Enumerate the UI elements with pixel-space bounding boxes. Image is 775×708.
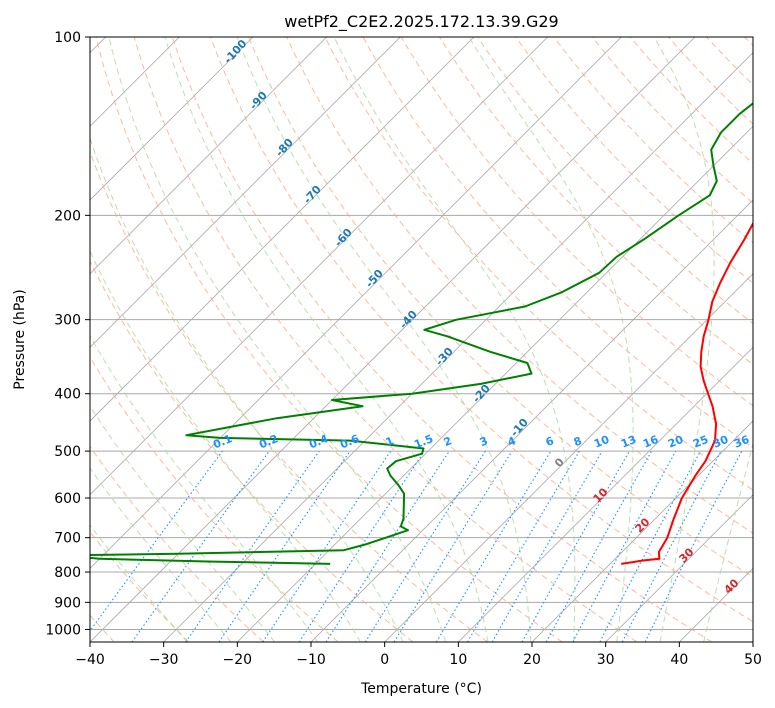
moist-adiabat bbox=[90, 334, 319, 642]
isotherm-line bbox=[163, 52, 753, 642]
moist-adiabat bbox=[90, 467, 232, 642]
mixing-ratio-line bbox=[298, 450, 425, 642]
y-tick-label: 700 bbox=[54, 531, 81, 547]
x-tick-label: 20 bbox=[523, 652, 541, 668]
moist-adiabat bbox=[90, 405, 276, 642]
moist-adiabat bbox=[236, 37, 532, 642]
mixing-ratio-line bbox=[218, 450, 351, 642]
isotherm-line bbox=[90, 37, 622, 569]
x-tick-label: 50 bbox=[744, 652, 762, 668]
plot-area bbox=[90, 37, 753, 642]
temperature-profile-line bbox=[621, 221, 753, 565]
mixing-ratio-line bbox=[185, 450, 320, 642]
y-axis-label: Pressure (hPa) bbox=[12, 289, 28, 389]
moist-adiabat bbox=[108, 37, 447, 642]
dry-adiabat bbox=[248, 37, 753, 578]
y-tick-label: 300 bbox=[54, 313, 81, 329]
dry-adiabat bbox=[515, 37, 753, 284]
moist-adiabat bbox=[90, 136, 404, 642]
mixing-ratio-line bbox=[644, 450, 743, 642]
y-tick-label: 600 bbox=[54, 491, 81, 507]
mixing-ratio-line bbox=[545, 450, 653, 642]
mixing-ratio-label: 2 bbox=[442, 434, 454, 449]
chart-title: wetPf2_C2E2.2025.172.13.39.G29 bbox=[284, 12, 558, 32]
dry-adiabat bbox=[95, 37, 563, 642]
mixing-ratio-line bbox=[131, 450, 270, 642]
mixing-ratio-label: 3 bbox=[478, 434, 490, 449]
mixing-ratio-line bbox=[572, 450, 677, 642]
dry-adiabat bbox=[210, 37, 753, 623]
mixing-ratio-label: 30 bbox=[711, 433, 730, 451]
y-tick-label: 100 bbox=[54, 30, 81, 46]
mixing-ratio-label: 13 bbox=[619, 433, 638, 451]
dry-adiabat bbox=[90, 259, 414, 642]
moist-adiabat bbox=[653, 37, 715, 642]
mixing-ratio-label: 8 bbox=[572, 434, 584, 449]
mixing-ratio-line bbox=[325, 450, 450, 642]
isotherm-line bbox=[458, 346, 753, 642]
y-axis: 100 200 300 400 500 600 700 800 900 1000 bbox=[45, 30, 90, 638]
moist-adiabat bbox=[703, 441, 753, 642]
mixing-ratio-label: 25 bbox=[691, 433, 710, 451]
isotherm-line bbox=[90, 37, 475, 422]
isotherm-line bbox=[605, 494, 753, 642]
mixing-ratio-line bbox=[393, 450, 513, 642]
moist-adiabat bbox=[90, 524, 188, 642]
mixing-ratio-label: 1 bbox=[384, 434, 396, 449]
moist-adiabat bbox=[90, 250, 362, 642]
mixing-ratio-label: 36 bbox=[732, 433, 751, 451]
x-tick-label: −40 bbox=[75, 652, 105, 668]
y-tick-label: 200 bbox=[54, 208, 81, 224]
dry-adiabat bbox=[90, 356, 339, 642]
isotherm-line bbox=[237, 125, 753, 642]
x-tick-label: −10 bbox=[296, 652, 326, 668]
mixing-ratio-label: 20 bbox=[666, 433, 685, 451]
mixing-ratio-line bbox=[262, 450, 392, 642]
x-tick-label: 10 bbox=[449, 652, 467, 668]
y-tick-label: 400 bbox=[54, 387, 81, 403]
isotherm-line bbox=[531, 420, 753, 642]
x-axis: −40 −30 −20 −10 0 10 20 30 40 50 bbox=[75, 642, 762, 668]
x-tick-label: −20 bbox=[223, 652, 253, 668]
isotherm-line bbox=[90, 37, 548, 496]
x-tick-label: 0 bbox=[380, 652, 389, 668]
mixing-ratio-line bbox=[90, 450, 223, 632]
mixing-ratio-line bbox=[521, 450, 630, 642]
y-tick-label: 900 bbox=[54, 595, 81, 611]
x-tick-label: −30 bbox=[149, 652, 179, 668]
mixing-ratio-label: 10 bbox=[592, 433, 611, 451]
y-tick-label: 500 bbox=[54, 444, 81, 460]
dry-adiabat bbox=[90, 445, 264, 642]
dewpoint-profile-line bbox=[90, 102, 753, 565]
dry-adiabat bbox=[286, 37, 753, 534]
x-axis-label: Temperature (°C) bbox=[360, 681, 482, 697]
x-tick-label: 30 bbox=[597, 652, 615, 668]
isotherm-line bbox=[90, 37, 254, 201]
isotherm-line bbox=[384, 273, 753, 642]
y-tick-label: 1000 bbox=[45, 622, 81, 638]
dry-adiabat bbox=[171, 37, 712, 642]
y-tick-label: 800 bbox=[54, 565, 81, 581]
isotherm-line bbox=[90, 37, 401, 348]
moist-adiabat bbox=[164, 37, 489, 642]
moist-adiabat bbox=[333, 37, 576, 642]
plot-frame bbox=[89, 36, 754, 643]
dry-adiabat bbox=[324, 37, 753, 491]
x-tick-label: 40 bbox=[670, 652, 688, 668]
isotherm-line bbox=[90, 37, 327, 275]
mixing-ratio-label: 16 bbox=[641, 433, 660, 451]
data-lines bbox=[90, 102, 753, 565]
